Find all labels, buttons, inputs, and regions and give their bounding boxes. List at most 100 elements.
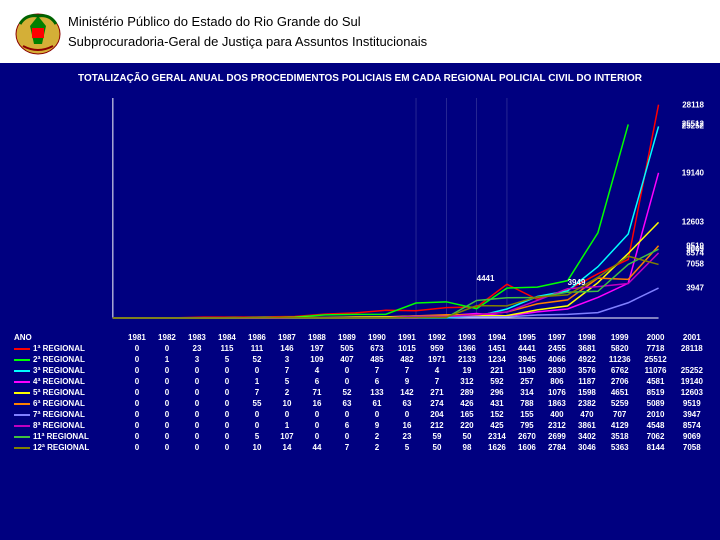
- value-cell: 0: [152, 343, 182, 354]
- value-cell: 50: [422, 442, 452, 453]
- legend-swatch: [14, 403, 30, 405]
- value-cell: 673: [362, 343, 392, 354]
- value-cell: 63: [332, 398, 362, 409]
- line-chart: 2811825252255121914012603951990697058857…: [14, 90, 706, 330]
- value-cell: 23: [392, 431, 422, 442]
- value-cell: 3681: [572, 343, 602, 354]
- value-cell: 0: [182, 420, 212, 431]
- value-cell: 0: [152, 387, 182, 398]
- value-cell: 155: [512, 409, 542, 420]
- value-cell: 9: [392, 376, 422, 387]
- value-cell: 0: [122, 398, 152, 409]
- value-cell: 109: [302, 354, 332, 365]
- value-cell: 44: [302, 442, 332, 453]
- header-line1: Ministério Público do Estado do Rio Gran…: [68, 12, 712, 32]
- value-cell: 59: [422, 431, 452, 442]
- chart-end-label: 25512: [682, 120, 704, 129]
- value-cell: 3: [272, 354, 302, 365]
- legend-swatch: [14, 348, 30, 350]
- value-cell: 4441: [512, 343, 542, 354]
- series-name-cell: 11ª REGIONAL: [10, 431, 122, 442]
- series-name-cell: 2ª REGIONAL: [10, 354, 122, 365]
- value-cell: 28118: [674, 343, 710, 354]
- chart-end-label: 8574: [686, 248, 704, 257]
- series-name-cell: 5ª REGIONAL: [10, 387, 122, 398]
- value-cell: 271: [422, 387, 452, 398]
- value-cell: 2699: [542, 431, 572, 442]
- value-cell: 0: [182, 387, 212, 398]
- value-cell: 5: [242, 431, 272, 442]
- value-cell: 0: [122, 343, 152, 354]
- value-cell: 0: [332, 431, 362, 442]
- value-cell: 2010: [637, 409, 673, 420]
- value-cell: 8144: [637, 442, 673, 453]
- value-cell: 592: [482, 376, 512, 387]
- legend-swatch: [14, 436, 30, 438]
- chart-end-label: 3947: [686, 284, 704, 293]
- value-cell: 426: [452, 398, 482, 409]
- value-cell: 14: [272, 442, 302, 453]
- value-cell: 7: [242, 387, 272, 398]
- value-cell: 425: [482, 420, 512, 431]
- value-cell: 3947: [674, 409, 710, 420]
- value-cell: 19: [452, 365, 482, 376]
- value-cell: 3861: [572, 420, 602, 431]
- value-cell: 707: [602, 409, 638, 420]
- value-cell: 7: [272, 365, 302, 376]
- value-cell: 0: [212, 420, 242, 431]
- value-cell: 2706: [602, 376, 638, 387]
- value-cell: 257: [512, 376, 542, 387]
- value-cell: 1598: [572, 387, 602, 398]
- value-cell: 61: [362, 398, 392, 409]
- value-cell: 7062: [637, 431, 673, 442]
- value-cell: 0: [182, 365, 212, 376]
- value-cell: 1234: [482, 354, 512, 365]
- series-name-cell: 3ª REGIONAL: [10, 365, 122, 376]
- value-cell: 98: [452, 442, 482, 453]
- value-cell: 10: [242, 442, 272, 453]
- value-cell: 1451: [482, 343, 512, 354]
- value-cell: 2133: [452, 354, 482, 365]
- value-cell: 9069: [674, 431, 710, 442]
- value-cell: 3402: [572, 431, 602, 442]
- value-cell: 1015: [392, 343, 422, 354]
- value-cell: 0: [122, 409, 152, 420]
- value-cell: 2: [362, 431, 392, 442]
- value-cell: 221: [482, 365, 512, 376]
- value-cell: 1076: [542, 387, 572, 398]
- table-row: 6ª REGIONAL00005510166361632744264317881…: [10, 398, 710, 409]
- value-cell: 5: [392, 442, 422, 453]
- value-cell: 4: [422, 365, 452, 376]
- value-cell: 0: [152, 431, 182, 442]
- value-cell: 0: [302, 431, 332, 442]
- value-cell: 23: [182, 343, 212, 354]
- value-cell: 6: [332, 420, 362, 431]
- value-cell: 0: [212, 431, 242, 442]
- value-cell: 165: [452, 409, 482, 420]
- chart-end-label: 28118: [682, 100, 704, 109]
- chart-container: TOTALIZAÇÃO GERAL ANUAL DOS PROCEDIMENTO…: [0, 63, 720, 457]
- value-cell: 63: [392, 398, 422, 409]
- value-cell: 0: [242, 365, 272, 376]
- value-cell: 485: [362, 354, 392, 365]
- value-cell: 16: [302, 398, 332, 409]
- value-cell: 0: [122, 431, 152, 442]
- value-cell: 289: [452, 387, 482, 398]
- value-cell: 5089: [637, 398, 673, 409]
- value-cell: 0: [332, 365, 362, 376]
- value-cell: 1366: [452, 343, 482, 354]
- value-cell: 55: [242, 398, 272, 409]
- value-cell: 0: [242, 409, 272, 420]
- value-cell: 806: [542, 376, 572, 387]
- table-row: 4ª REGIONAL00001560697312592257806118727…: [10, 376, 710, 387]
- table-row: 7ª REGIONAL00000000002041651521554004707…: [10, 409, 710, 420]
- value-cell: 1863: [542, 398, 572, 409]
- value-cell: 0: [152, 398, 182, 409]
- value-cell: 0: [302, 409, 332, 420]
- value-cell: 4548: [637, 420, 673, 431]
- crest-emblem: [8, 4, 68, 59]
- value-cell: 0: [152, 365, 182, 376]
- value-cell: 10: [272, 398, 302, 409]
- value-cell: 115: [212, 343, 242, 354]
- value-cell: 4066: [542, 354, 572, 365]
